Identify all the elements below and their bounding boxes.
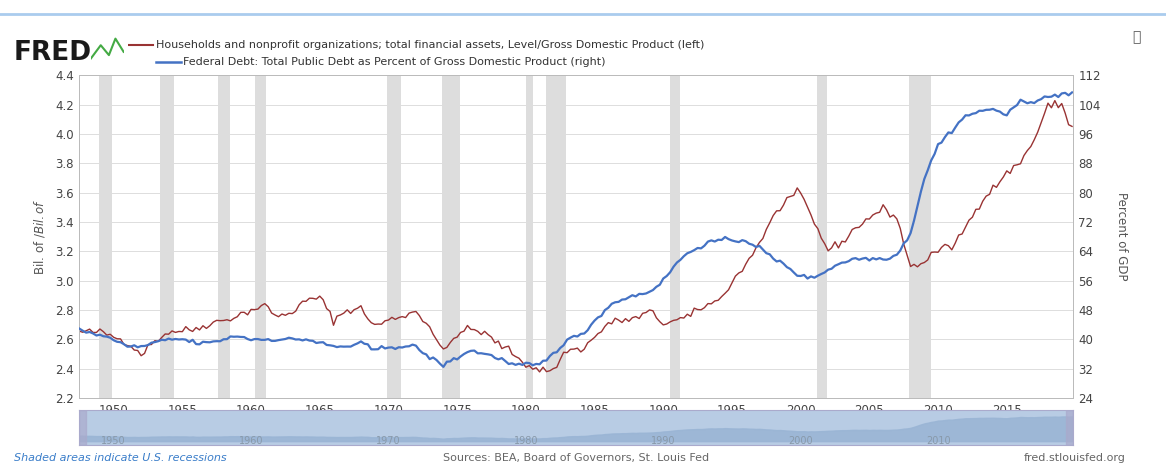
Text: Households and nonprofit organizations; total financial assets, Level/Gross Dome: Households and nonprofit organizations; … [156,40,704,49]
Text: Sources: BEA, Board of Governors, St. Louis Fed: Sources: BEA, Board of Governors, St. Lo… [443,453,709,463]
Text: Shaded areas indicate U.S. recessions: Shaded areas indicate U.S. recessions [14,453,226,463]
Bar [1066,410,1073,445]
Bar [909,75,932,398]
Text: 1950: 1950 [101,436,126,446]
Text: Federal Debt: Total Public Debt as Percent of Gross Domestic Product (right): Federal Debt: Total Public Debt as Perce… [183,57,605,67]
Text: ⤢: ⤢ [1132,31,1140,45]
Y-axis label: Bil. of $/Bil. of $: Bil. of $/Bil. of $ [31,198,47,275]
Bar [670,75,680,398]
Text: fred.stlouisfed.org: fred.stlouisfed.org [1024,453,1125,463]
Bar [79,410,86,445]
Text: 2000: 2000 [788,436,813,446]
Text: FRED: FRED [14,40,92,66]
Text: 2010: 2010 [926,436,950,446]
Text: 1960: 1960 [239,436,264,446]
Bar [547,75,566,398]
Bar [387,75,401,398]
Text: 1990: 1990 [651,436,675,446]
Bar [817,75,827,398]
Bar [255,75,266,398]
Text: 1980: 1980 [513,436,538,446]
Bar [161,75,174,398]
Bar [526,75,533,398]
Y-axis label: Percent of GDP: Percent of GDP [1115,193,1128,281]
Bar [98,75,112,398]
Bar [442,75,459,398]
Text: 1970: 1970 [377,436,401,446]
Bar [218,75,231,398]
